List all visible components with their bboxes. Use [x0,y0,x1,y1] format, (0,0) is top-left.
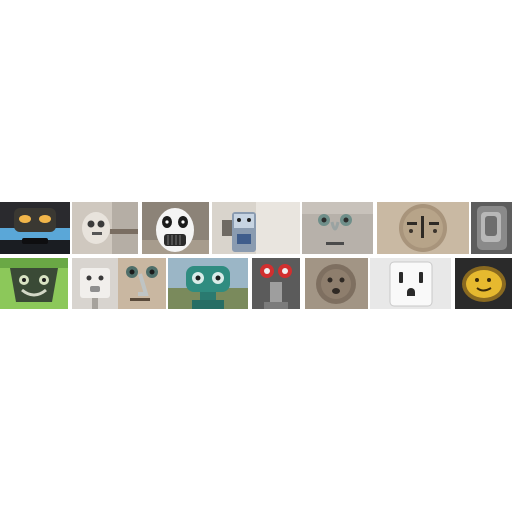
door-latch-face [72,202,138,254]
panda-heater-face [142,202,209,254]
car-dome-light-face [0,202,70,254]
wall-outlet-face [370,258,451,309]
green-lamp-face [0,258,68,309]
binocular-viewer-face [168,258,248,309]
wall-hook-face [302,202,373,254]
wood-clock-face [377,202,469,254]
stone-socket-face [305,258,368,309]
red-knobs-face [252,258,300,309]
valve-face [118,258,166,309]
yellow-disc-face [455,258,512,309]
kitchen-appliance-face [212,202,300,254]
car-door-handle-face [471,202,512,254]
faucet-face [72,258,118,309]
